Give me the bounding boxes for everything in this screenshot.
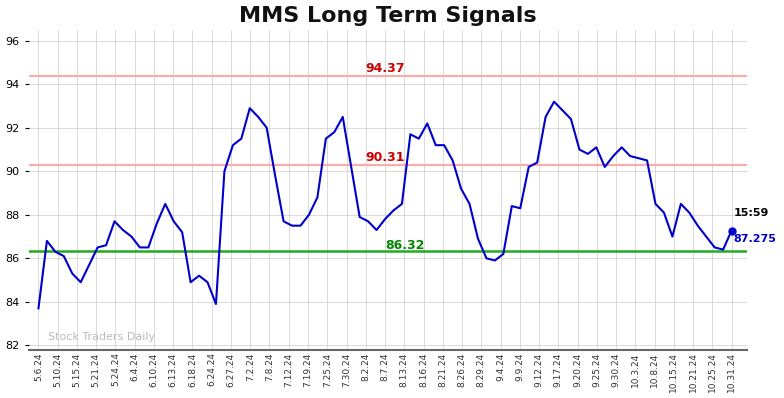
Text: 86.32: 86.32 (385, 239, 424, 252)
Text: Stock Traders Daily: Stock Traders Daily (48, 332, 155, 342)
Text: 94.37: 94.37 (366, 62, 405, 75)
Text: 15:59: 15:59 (734, 207, 769, 218)
Text: 87.275: 87.275 (734, 234, 776, 244)
Title: MMS Long Term Signals: MMS Long Term Signals (239, 6, 537, 25)
Text: 90.31: 90.31 (366, 150, 405, 164)
